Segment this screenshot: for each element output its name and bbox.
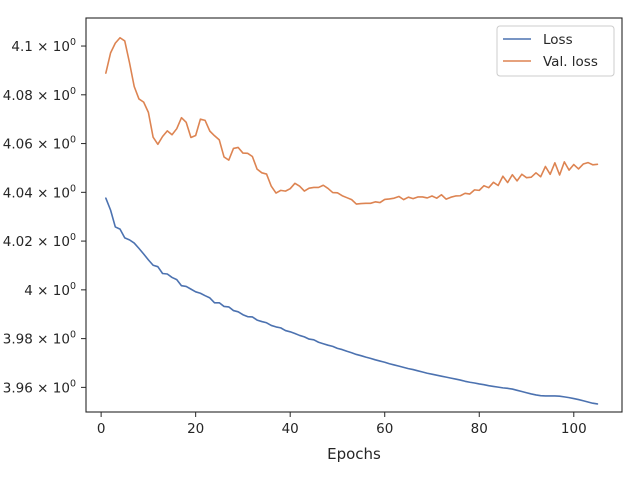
y-axis: 3.96 × 100 3.98 × 100 4 × 100 4.02 × 100 4.0… bbox=[3, 37, 86, 396]
x-tick-label: 20 bbox=[187, 421, 204, 437]
y-tick-label: 4.02 × 100 bbox=[3, 232, 76, 250]
x-axis-label: Epochs bbox=[327, 445, 381, 463]
series-line-loss bbox=[105, 197, 599, 405]
y-tick-label: 4.1 × 100 bbox=[11, 37, 76, 55]
y-tick-label: 4.04 × 100 bbox=[3, 183, 76, 201]
x-tick-label: 60 bbox=[376, 421, 393, 437]
legend-label: Val. loss bbox=[543, 54, 598, 70]
x-tick-label: 100 bbox=[561, 421, 587, 437]
legend-label: Loss bbox=[543, 32, 573, 48]
y-tick-label: 3.96 × 100 bbox=[3, 378, 76, 396]
plot-area bbox=[85, 17, 623, 413]
y-tick-label: 4.06 × 100 bbox=[3, 135, 76, 153]
x-axis: 0 20 40 60 80 100 bbox=[97, 412, 587, 437]
y-tick-label: 3.98 × 100 bbox=[3, 330, 76, 348]
plot-frame bbox=[85, 17, 623, 413]
x-tick-label: 40 bbox=[282, 421, 299, 437]
x-tick-label: 0 bbox=[97, 421, 106, 437]
series-line-val-loss bbox=[105, 36, 599, 205]
y-tick-label: 4.08 × 100 bbox=[3, 86, 76, 104]
series-layer bbox=[105, 36, 599, 405]
x-tick-label: 80 bbox=[471, 421, 488, 437]
legend: Loss Val. loss bbox=[496, 25, 615, 77]
y-tick-label: 4 × 100 bbox=[24, 281, 76, 299]
